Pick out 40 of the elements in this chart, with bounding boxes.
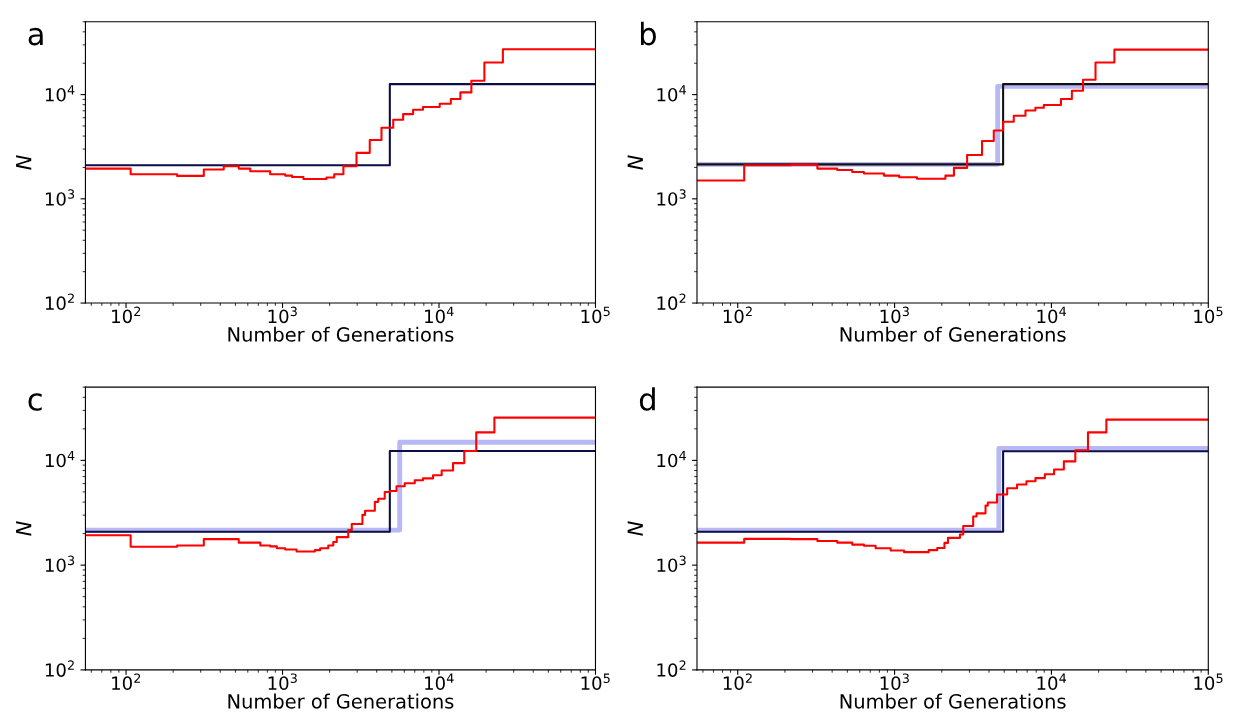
y-axis-title: N [16,521,32,536]
y-tick-label: 10$^{2}$ [45,293,74,311]
x-tick-label: 10$^{3}$ [268,673,297,690]
x-axis-title: Number of Generations [840,326,1066,342]
y-tick-label: 10$^{4}$ [45,450,75,468]
chart-title: c [28,393,42,411]
x-tick-label: 10$^{2}$ [112,673,141,690]
chart-title: d [639,387,655,411]
x-tick-label: 10$^{5}$ [581,306,610,324]
y-tick-label: 10$^{3}$ [45,555,75,573]
x-tick-label: 10$^{5}$ [1194,306,1223,324]
x-tick-label: 10$^{4}$ [1037,306,1067,324]
y-tick-label: 10$^{4}$ [657,450,686,468]
y-tick-label: 10$^{4}$ [657,85,686,102]
y-axis-title: N [627,155,643,170]
x-tick-label: 10$^{5}$ [581,673,610,690]
y-tick-label: 10$^{3}$ [45,189,75,206]
x-tick-label: 10$^{5}$ [1194,673,1223,690]
chart-title: b [640,21,656,46]
chart-title: a [28,27,43,46]
y-tick-label: 10$^{3}$ [657,189,686,206]
x-axis-title: Number of Generations [840,693,1066,709]
x-tick-label: 10$^{2}$ [723,306,752,324]
x-tick-label: 10$^{3}$ [268,306,297,324]
y-tick-label: 10$^{4}$ [45,85,75,102]
x-tick-label: 10$^{2}$ [112,306,141,324]
x-tick-label: 10$^{4}$ [425,306,454,324]
y-axis-title: N [627,521,643,536]
x-tick-label: 10$^{4}$ [1037,673,1067,690]
x-axis-title: Number of Generations [228,326,454,342]
y-tick-label: 10$^{3}$ [657,555,686,573]
y-axis-title: N [16,155,32,170]
x-axis-title: Number of Generations [228,693,454,709]
x-tick-label: 10$^{2}$ [723,673,752,690]
y-tick-label: 10$^{2}$ [45,660,74,677]
x-tick-label: 10$^{4}$ [425,673,454,690]
y-tick-label: 10$^{2}$ [657,293,686,311]
y-tick-label: 10$^{2}$ [657,660,686,677]
x-tick-label: 10$^{3}$ [880,673,909,690]
x-tick-label: 10$^{3}$ [880,306,909,324]
